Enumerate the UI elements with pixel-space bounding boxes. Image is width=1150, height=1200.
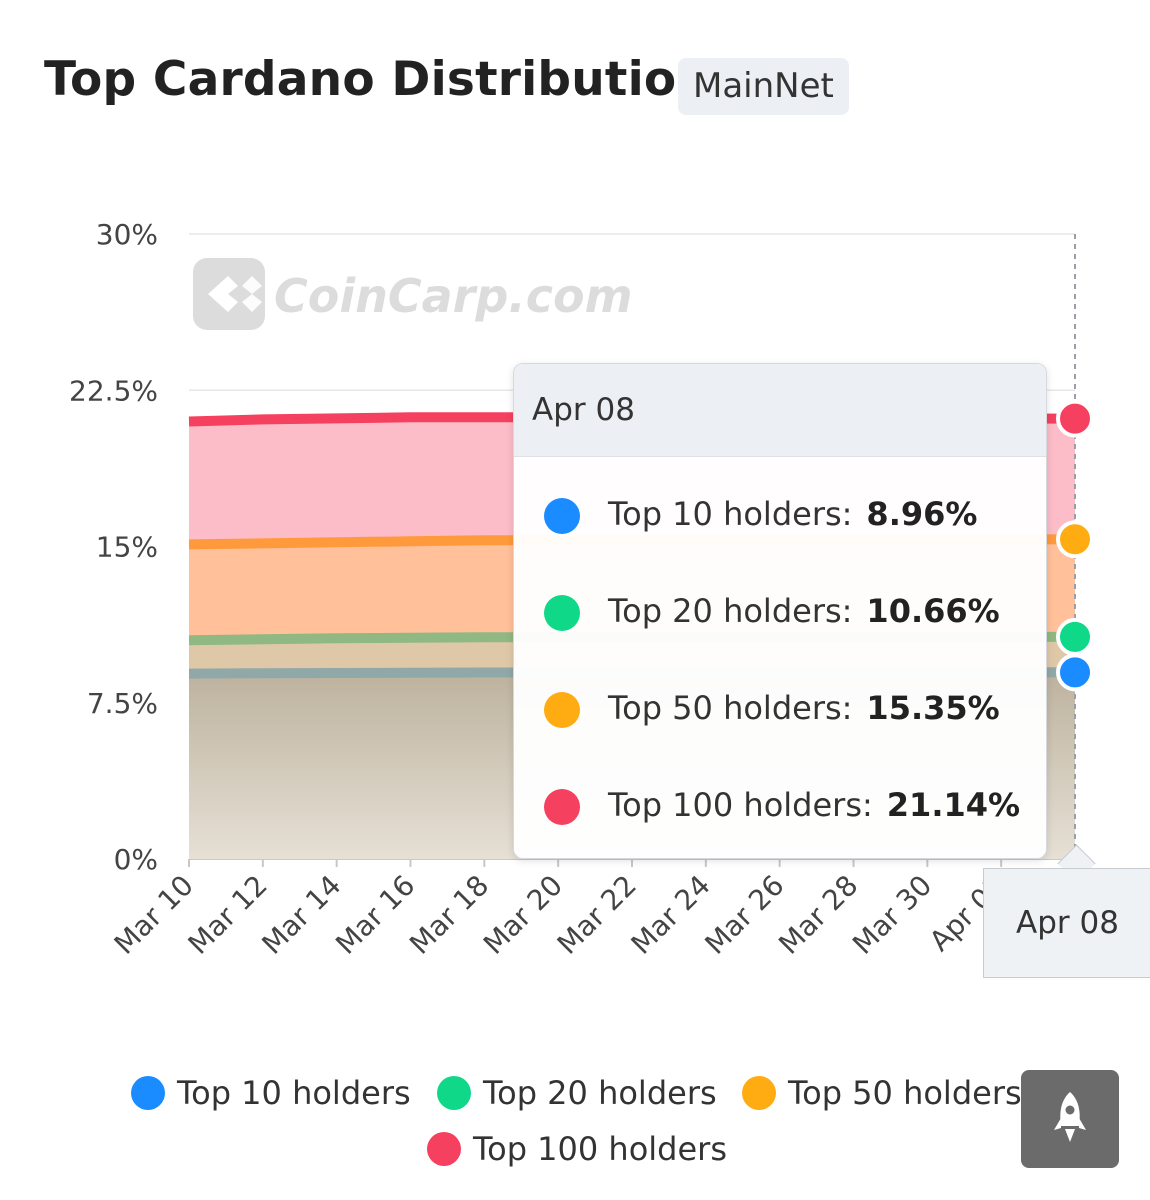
y-tick-label: 22.5% — [69, 374, 158, 407]
x-tick-label: Mar 20 — [477, 869, 569, 961]
tooltip-label: Top 20 holders: — [608, 592, 853, 630]
page-title: Top Cardano Distribution — [44, 52, 711, 107]
legend-label: Top 10 holders — [177, 1074, 411, 1112]
tooltip-dot-icon — [544, 498, 580, 534]
legend-label: Top 50 holders — [788, 1074, 1022, 1112]
legend-dot-icon — [131, 1076, 165, 1110]
x-tick-label: Mar 22 — [551, 869, 643, 961]
tooltip-label: Top 10 holders: — [608, 495, 853, 533]
scroll-to-top-button[interactable] — [1021, 1070, 1119, 1168]
x-tick-label: Mar 14 — [255, 869, 347, 961]
legend-item-top20[interactable]: Top 20 holders — [437, 1073, 717, 1113]
x-tick-label: Mar 16 — [329, 869, 421, 961]
rocket-icon — [1054, 1092, 1086, 1142]
y-tick-label: 30% — [96, 218, 158, 251]
tooltip-value: 8.96% — [866, 495, 978, 533]
watermark: CoinCarp.com — [193, 258, 633, 330]
tooltip-value: 15.35% — [866, 689, 1000, 727]
data-point — [1056, 520, 1094, 559]
data-point — [1056, 617, 1094, 656]
tooltip-value: 10.66% — [866, 592, 1000, 630]
tooltip-row-top100: Top 100 holders: 21.14% — [544, 785, 1020, 825]
tooltip-date: Apr 08 — [514, 364, 1046, 457]
legend-dot-icon — [427, 1132, 461, 1166]
tooltip-dot-icon — [544, 595, 580, 631]
tooltip-value: 21.14% — [886, 786, 1021, 824]
y-tick-label: 15% — [96, 531, 158, 564]
tooltip-label: Top 50 holders: — [608, 689, 853, 727]
x-tick-label: Mar 28 — [772, 869, 864, 961]
tooltip-row-top50: Top 50 holders: 15.35% — [544, 688, 1000, 728]
x-tick-label: Mar 26 — [698, 869, 790, 961]
network-badge: MainNet — [678, 58, 849, 115]
x-axis-tooltip: Apr 08 — [983, 868, 1150, 978]
data-point — [1056, 399, 1094, 438]
x-tick-label: Mar 30 — [846, 869, 938, 961]
legend-label: Top 100 holders — [473, 1130, 727, 1168]
x-tick-label: Mar 10 — [108, 869, 200, 961]
tooltip-row-top10: Top 10 holders: 8.96% — [544, 494, 977, 534]
tooltip-dot-icon — [544, 692, 580, 728]
watermark-text: CoinCarp.com — [274, 269, 633, 323]
coincarp-logo-icon — [193, 258, 265, 330]
tooltip-label: Top 100 holders: — [608, 786, 873, 824]
legend-dot-icon — [742, 1076, 776, 1110]
legend-item-top50[interactable]: Top 50 holders — [742, 1073, 1022, 1113]
x-tick-label: Mar 18 — [403, 869, 495, 961]
legend-item-top100[interactable]: Top 100 holders — [427, 1129, 727, 1169]
legend-label: Top 20 holders — [483, 1074, 717, 1112]
x-tick-label: Mar 12 — [182, 869, 274, 961]
x-tick-label: Mar 24 — [625, 869, 717, 961]
legend-item-top10[interactable]: Top 10 holders — [131, 1073, 411, 1113]
data-point — [1056, 653, 1094, 692]
tooltip-row-top20: Top 20 holders: 10.66% — [544, 591, 1000, 631]
data-tooltip: Apr 08 Top 10 holders: 8.96% Top 20 holde… — [513, 363, 1047, 859]
tooltip-dot-icon — [544, 789, 580, 825]
y-tick-label: 0% — [114, 843, 158, 876]
legend-dot-icon — [437, 1076, 471, 1110]
y-tick-label: 7.5% — [87, 687, 158, 720]
